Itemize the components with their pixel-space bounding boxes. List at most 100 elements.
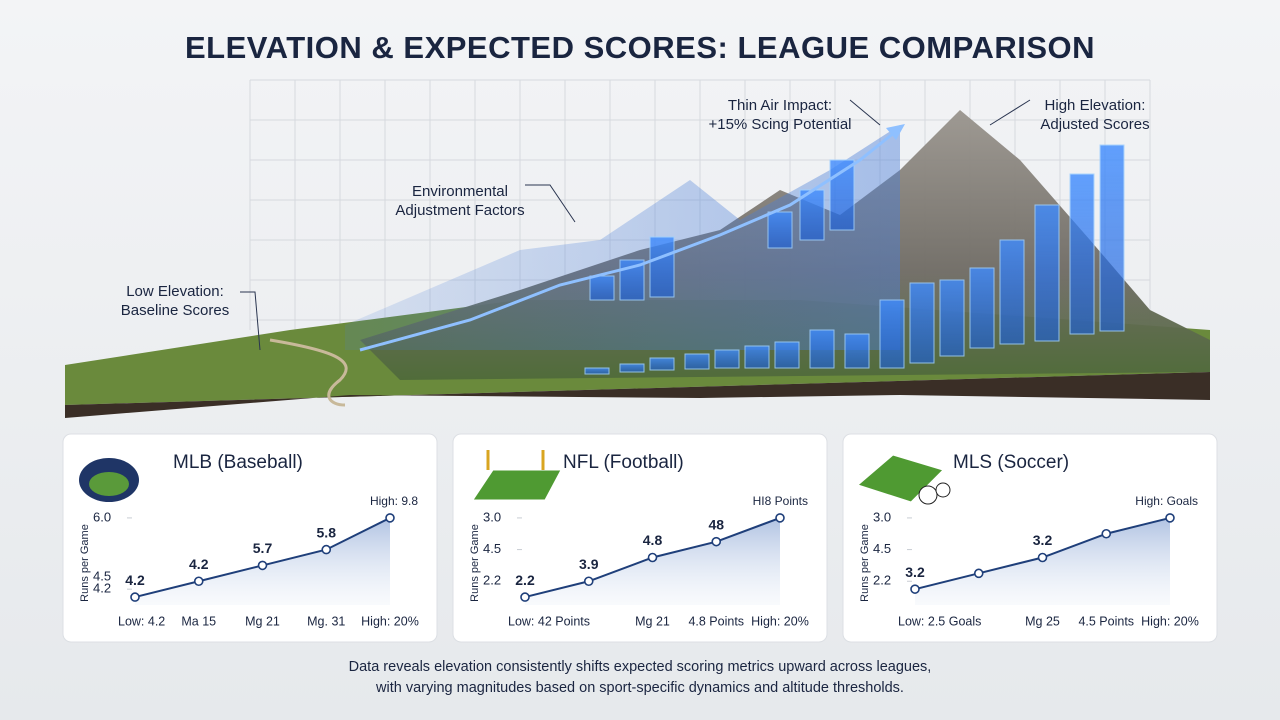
decor-bar [939,279,965,357]
point-label: 3.2 [905,564,925,580]
panel-title: NFL (Football) [563,452,684,473]
x-tick-label: High: 20% [361,614,419,628]
point-label: 3.2 [1033,532,1053,548]
y-tick-label: 4.5 [873,541,891,556]
x-tick-label: Mg. 31 [307,614,345,628]
trail [269,338,348,407]
decor-bar [767,211,793,249]
decor-bar [809,329,835,369]
x-tick-label: High: 20% [1141,614,1199,628]
footer-line: Data reveals elevation consistently shif… [349,659,932,675]
trend-arrow [359,126,901,352]
point-label: High: Goals [1135,494,1198,508]
y-tick-label: 2.2 [483,573,501,588]
annotation-title: Environmental [412,183,508,200]
ball-icon [918,485,938,505]
decor-bar [589,275,615,301]
y-axis-label: Runs per Game [859,524,871,602]
point-label: High: 9.8 [370,494,418,508]
leader-line [240,291,261,351]
annotation-text: Baseline Scores [121,302,229,319]
y-tick-label: 2.2 [873,573,891,588]
leader-line [989,99,1031,126]
point-label: 4.8 [643,532,663,548]
leader-line [525,184,576,223]
data-point [1101,528,1112,539]
y-tick-label: 3.0 [483,509,501,524]
x-tick-label: 4.5 Points [1078,614,1134,628]
ball-icon [935,482,951,498]
decor-bar [909,282,935,364]
data-point [973,568,984,579]
glow-area [345,125,900,350]
point-label: 4.2 [189,556,209,572]
point-label: 5.7 [253,540,273,556]
page-title: ELEVATION & EXPECTED SCORES: LEAGUE COMP… [185,30,1095,65]
annotation-text: +15% Scing Potential [708,116,851,133]
data-point [520,592,530,602]
data-point [711,536,722,547]
field-icon [472,469,562,501]
y-axis-label: Runs per Game [469,524,481,602]
data-point [257,560,268,571]
point-label: 3.9 [579,556,599,572]
x-tick-label: Low: 4.2 [118,614,165,628]
goalpost-icon [486,450,545,470]
x-tick-label: Mg 25 [1025,614,1060,628]
league-panels: MLB (Baseball)Runs per Game6.04.54.24.2L… [62,433,1218,643]
data-point [1165,513,1175,523]
data-point [321,544,332,555]
x-tick-label: Ma 15 [181,614,216,628]
data-point [910,584,920,594]
decor-bar [799,189,825,241]
decor-bar [714,349,740,369]
y-tick-label: 4.5 [93,569,111,584]
x-tick-label: 4.8 Points [688,614,744,628]
decor-bar [619,363,645,373]
annotation-text: Adjustment Factors [395,202,524,219]
x-tick-label: High: 20% [751,614,809,628]
data-point [385,513,395,523]
footer-line: with varying magnitudes based on sport-s… [375,680,904,696]
y-tick-label: 4.2 [93,581,111,596]
point-label: 5.8 [317,524,337,540]
annotation-title: Low Elevation: [126,283,224,300]
data-point [193,576,204,587]
data-point [775,513,785,523]
annotation-title: High Elevation: [1045,97,1146,114]
decor-bar [649,357,675,371]
decor-bars [584,144,1125,375]
hero-illustration [65,79,1210,418]
panel-title: MLB (Baseball) [173,452,303,473]
y-axis-label: Runs per Game [79,524,91,602]
stadium-icon [89,472,129,496]
x-tick-label: Low: 42 Points [508,614,590,628]
data-point [583,576,594,587]
y-tick-label: 3.0 [873,509,891,524]
league-panel: MLB (Baseball)Runs per Game6.04.54.24.2L… [62,433,438,643]
decor-bar [649,236,675,298]
x-tick-label: Mg 21 [245,614,280,628]
decor-bar [1034,204,1060,342]
point-label: 2.2 [515,572,535,588]
data-point [1037,552,1048,563]
decor-bar [774,341,800,369]
panel-title: MLS (Soccer) [953,452,1069,473]
leader-line [849,99,881,126]
decor-bar [1099,144,1125,332]
decor-bar [999,239,1025,345]
x-tick-label: Mg 21 [635,614,670,628]
arrow-head [886,124,905,140]
point-label: 4.2 [125,572,145,588]
decor-bar [744,345,770,369]
y-tick-label: 6.0 [93,509,111,524]
data-point [647,552,658,563]
decor-bar [969,267,995,349]
point-label: 48 [708,516,724,532]
decor-bar [844,333,870,369]
point-label: HI8 Points [753,494,808,508]
annotation-title: Thin Air Impact: [728,97,832,114]
